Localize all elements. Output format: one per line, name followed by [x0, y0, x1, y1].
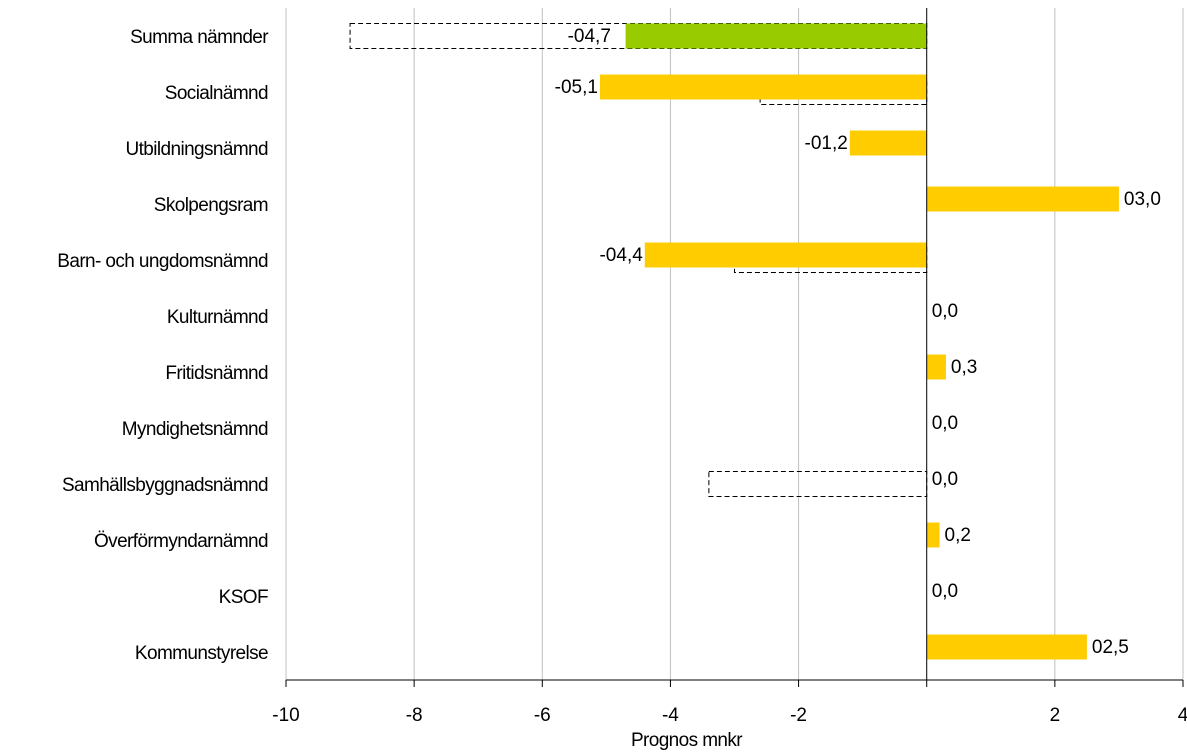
x-tick-labels: -10 -8 -6 -4 -2 2 4 [272, 705, 1187, 726]
x-tick-label: 2 [1050, 705, 1061, 726]
data-label: 0,0 [932, 301, 958, 322]
category-label: Samhällsbyggnadsnämnd [62, 475, 268, 496]
axes [285, 8, 1184, 687]
bar [599, 74, 927, 100]
bar [926, 522, 940, 548]
data-labels: -04,7 -05,1 -01,2 03,0 -04,4 0,0 0,3 0,0 0,0 0,2 0… [555, 26, 1161, 658]
x-tick-label: -8 [406, 705, 423, 726]
data-label: 03,0 [1124, 189, 1161, 210]
category-label: Kulturnämnd [167, 307, 268, 328]
bar [926, 354, 946, 380]
category-label: Kommunstyrelse [135, 643, 268, 664]
x-tick-label: 4 [1178, 705, 1187, 726]
x-axis-title: Prognos mnkr [631, 730, 743, 751]
category-label: Fritidsnämnd [165, 363, 268, 384]
data-label: 0,3 [951, 357, 977, 378]
data-label: 0,2 [945, 525, 971, 546]
category-label: Överförmyndarnämnd [94, 531, 268, 552]
data-label: 0,0 [932, 581, 958, 602]
data-label: 02,5 [1092, 637, 1129, 658]
data-label: 0,0 [932, 469, 958, 490]
x-tick-label: -6 [534, 705, 551, 726]
bars [599, 23, 1119, 660]
x-tick-label: -10 [272, 705, 299, 726]
bar [644, 242, 927, 268]
category-label: Skolpengsram [154, 195, 268, 216]
bar [625, 23, 927, 49]
data-label: -04,4 [599, 245, 643, 266]
bar [849, 130, 927, 156]
reference-outline [708, 471, 928, 497]
category-labels: Summa nämnder Socialnämnd Utbildningsnämnd… [57, 27, 270, 664]
bar [926, 634, 1087, 660]
category-label: Socialnämnd [165, 83, 268, 104]
gridlines [285, 8, 1184, 680]
data-label: -04,7 [568, 26, 611, 47]
x-tick-label: -2 [790, 705, 807, 726]
category-label: Myndighetsnämnd [122, 419, 268, 440]
data-label: -01,2 [805, 133, 848, 154]
category-label: Utbildningsnämnd [126, 139, 269, 160]
data-label: -05,1 [555, 77, 598, 98]
x-tick-label: -4 [662, 705, 679, 726]
category-label: KSOF [219, 587, 268, 608]
data-label: 0,0 [932, 413, 958, 434]
category-label: Summa nämnder [130, 27, 269, 48]
category-label: Barn- och ungdomsnämnd [57, 251, 268, 272]
bar [926, 186, 1119, 212]
